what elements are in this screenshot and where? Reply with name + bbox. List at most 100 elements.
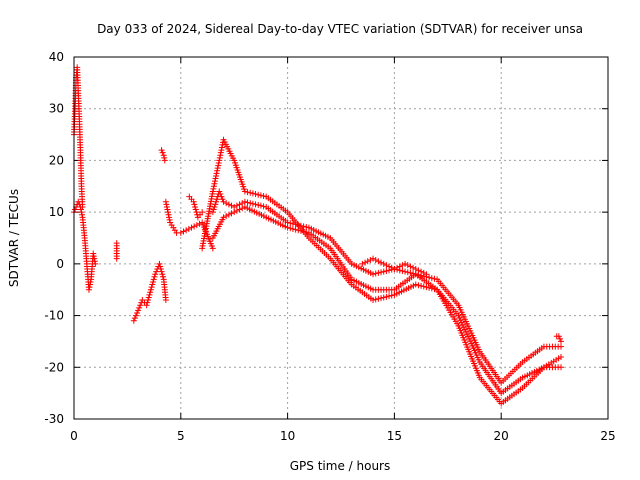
data-point xyxy=(211,180,218,187)
data-point xyxy=(160,273,166,280)
data-point xyxy=(287,220,294,227)
data-point xyxy=(213,198,220,205)
data-point xyxy=(90,250,97,257)
data-point xyxy=(255,191,262,198)
data-point xyxy=(558,364,565,371)
data-point xyxy=(185,225,192,232)
x-tick-label: 20 xyxy=(494,429,509,443)
data-point xyxy=(423,271,430,278)
data-point xyxy=(218,193,225,200)
data-point xyxy=(143,302,150,309)
data-point xyxy=(159,149,166,156)
data-point xyxy=(211,178,218,185)
chart-title: Day 033 of 2024, Sidereal Day-to-day VTE… xyxy=(97,22,583,36)
data-point xyxy=(160,152,167,159)
data-point xyxy=(303,224,310,231)
data-point xyxy=(86,284,93,291)
data-point xyxy=(394,264,401,271)
data-point xyxy=(161,154,168,161)
data-point xyxy=(420,269,427,276)
data-point xyxy=(161,157,168,164)
data-point xyxy=(153,268,160,275)
data-point xyxy=(77,206,84,213)
data-point xyxy=(214,165,221,172)
data-point xyxy=(412,271,419,278)
data-point xyxy=(372,256,379,263)
data-point xyxy=(386,263,393,270)
data-point xyxy=(212,175,219,182)
data-point xyxy=(218,144,225,151)
data-point xyxy=(239,200,246,207)
data-point xyxy=(428,285,435,292)
y-tick-label: -20 xyxy=(44,360,64,374)
data-point xyxy=(213,170,220,177)
data-point xyxy=(217,149,224,156)
data-point xyxy=(239,205,246,212)
data-point xyxy=(148,284,155,291)
data-point xyxy=(193,209,200,216)
data-point xyxy=(163,201,170,208)
data-point xyxy=(247,189,254,196)
data-point xyxy=(191,201,198,208)
data-point xyxy=(284,219,291,226)
data-point xyxy=(162,297,169,304)
data-point xyxy=(162,198,169,205)
data-point xyxy=(193,222,200,229)
data-point xyxy=(231,209,238,216)
data-point xyxy=(192,206,199,213)
data-point xyxy=(87,278,94,285)
data-point xyxy=(428,275,435,282)
data-point xyxy=(388,292,395,299)
data-point xyxy=(558,343,565,350)
data-point xyxy=(132,312,139,319)
data-point xyxy=(146,291,153,298)
data-point xyxy=(372,296,379,303)
data-point xyxy=(412,281,419,288)
data-point xyxy=(157,263,164,270)
data-point xyxy=(136,304,143,311)
x-tick-label: 5 xyxy=(177,429,185,443)
data-point xyxy=(188,224,195,231)
data-point xyxy=(75,198,82,205)
data-point xyxy=(423,284,430,291)
data-point xyxy=(191,223,198,230)
data-point xyxy=(418,282,425,289)
data-point xyxy=(213,196,220,203)
data-point xyxy=(407,269,414,276)
data-point xyxy=(85,286,92,293)
data-point xyxy=(402,260,409,267)
data-point xyxy=(399,262,406,269)
x-tick-label: 15 xyxy=(387,429,402,443)
data-point xyxy=(383,262,390,269)
data-point xyxy=(157,266,164,273)
data-point xyxy=(158,268,165,275)
data-point xyxy=(144,299,151,306)
data-point xyxy=(287,225,294,232)
x-tick-label: 10 xyxy=(280,429,295,443)
data-point xyxy=(375,295,382,302)
data-point xyxy=(149,281,156,288)
data-point xyxy=(209,245,216,252)
data-point xyxy=(210,185,217,192)
data-point xyxy=(223,213,230,220)
data-point xyxy=(158,147,165,154)
data-point xyxy=(72,206,79,213)
data-point xyxy=(165,211,172,218)
y-tick-label: 20 xyxy=(49,153,64,167)
data-points xyxy=(71,64,565,407)
data-point xyxy=(220,198,227,205)
data-point xyxy=(233,207,240,214)
data-point xyxy=(76,201,83,208)
data-point xyxy=(166,216,173,223)
data-point xyxy=(231,203,238,210)
data-point xyxy=(166,214,173,221)
data-point xyxy=(91,258,98,265)
data-point xyxy=(79,211,86,218)
data-point xyxy=(257,192,264,199)
data-point xyxy=(216,154,223,161)
data-point xyxy=(555,333,562,340)
data-point xyxy=(236,206,243,213)
data-point xyxy=(134,309,141,316)
data-point xyxy=(156,260,163,267)
